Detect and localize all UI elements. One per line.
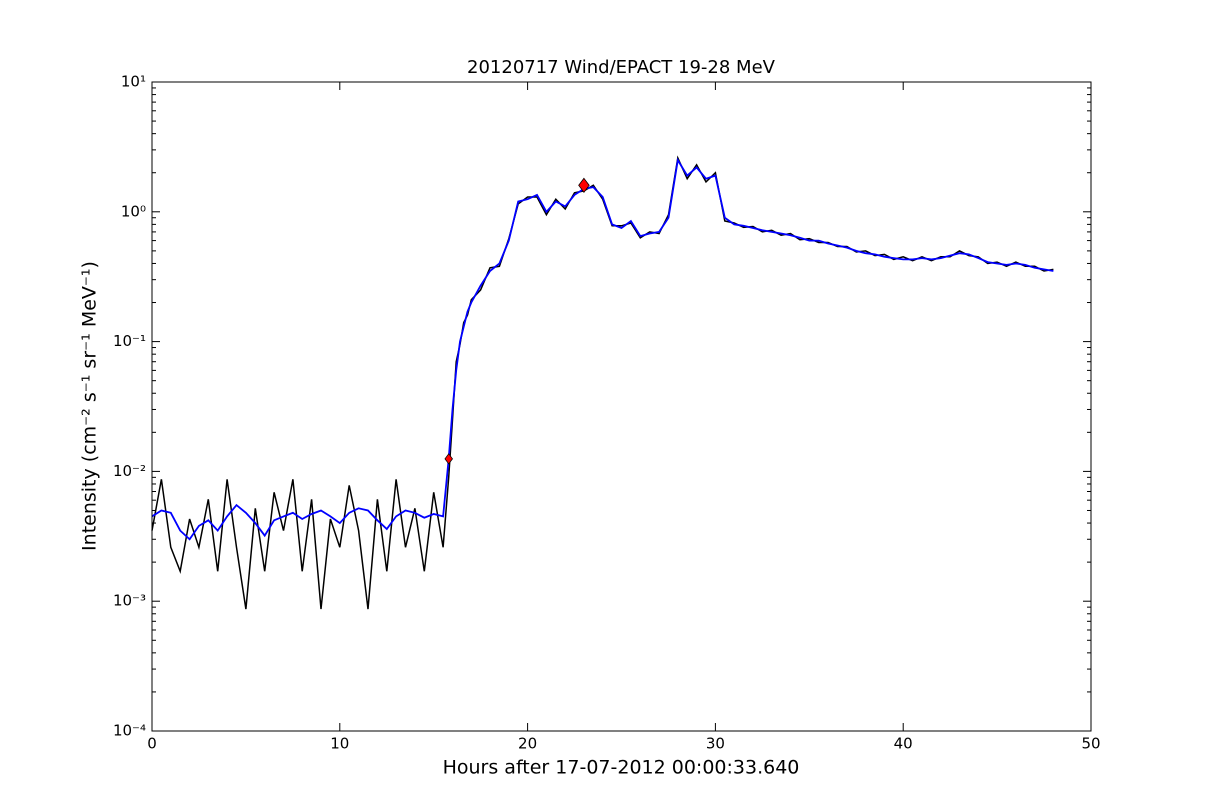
data-line — [151, 155, 1054, 610]
x-tick-label: 40 — [894, 735, 913, 753]
x-tick-label: 10 — [330, 735, 349, 753]
plot-frame — [151, 81, 1092, 732]
y-tick-label: 10⁻³ — [113, 592, 146, 610]
x-tick-label: 0 — [147, 735, 157, 753]
y-tick-label: 10⁻¹ — [113, 332, 146, 350]
x-tick-label: 50 — [1081, 735, 1100, 753]
marker — [444, 453, 453, 465]
x-tick-label: 20 — [518, 735, 537, 753]
y-tick-label: 10⁰ — [121, 202, 146, 220]
data-line — [151, 157, 1054, 541]
marker — [578, 177, 590, 193]
chart-title: 20120717 Wind/EPACT 19-28 MeV — [467, 57, 776, 78]
y-tick-label: 10⁻² — [113, 462, 146, 480]
y-axis-label: Intensity (cm⁻² s⁻¹ sr⁻¹ MeV⁻¹) — [79, 261, 101, 551]
y-tick-label: 10¹ — [121, 73, 146, 91]
y-tick-label: 10⁻⁴ — [113, 722, 146, 740]
x-axis-label: Hours after 17-07-2012 00:00:33.640 — [443, 757, 800, 779]
x-tick-label: 30 — [706, 735, 725, 753]
